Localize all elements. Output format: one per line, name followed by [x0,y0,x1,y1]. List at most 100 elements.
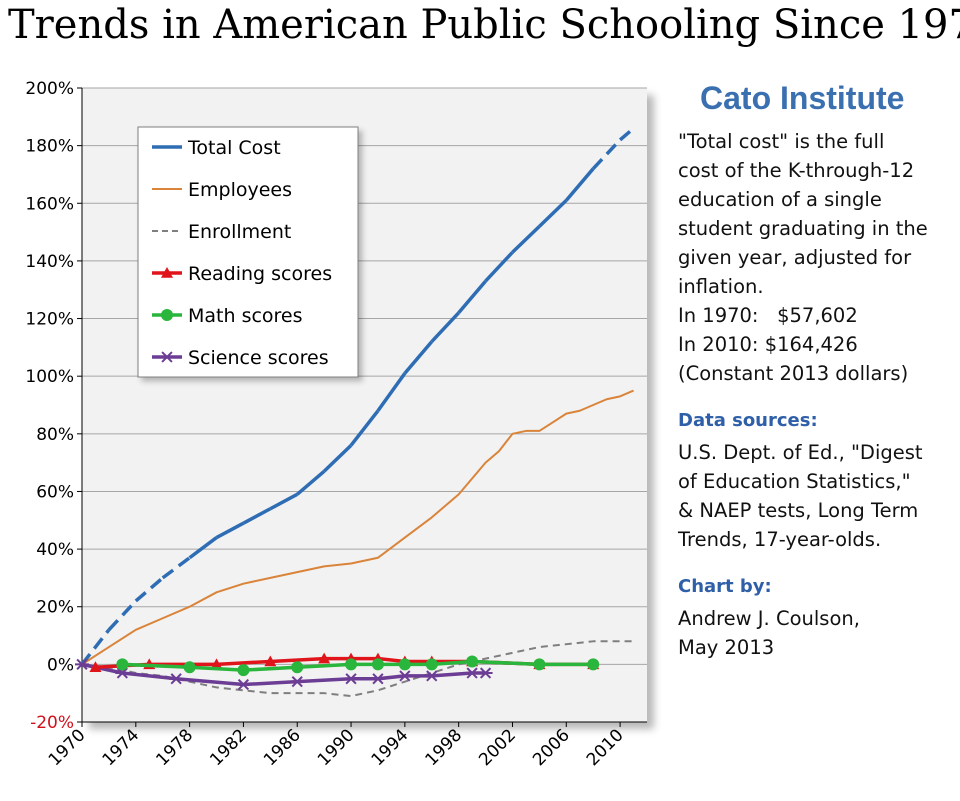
data-point [344,673,359,685]
description-line: given year, adjusted for [678,246,912,269]
series-segment [403,340,434,375]
data-point [398,658,411,671]
y-tick-label: 160% [25,194,74,214]
description: "Total cost" is the full cost of the K-t… [678,127,960,388]
series-segment [564,167,595,202]
data-point [318,652,331,664]
series-segment [349,409,380,447]
series-segment [376,372,407,412]
legend-label: Reading scores [188,263,332,285]
series-segment [242,507,272,525]
legend-label: Enrollment [188,221,291,243]
x-tick-label: 1994 [368,725,413,770]
legend: Total Cost Employees Enrollment Reading sco… [137,126,359,378]
description-line: "Total cost" is the full [678,130,885,153]
data-point [290,676,305,688]
org-name: Cato Institute [700,80,905,116]
legend-box [137,126,359,378]
sources-line: & NAEP tests, Long Term [678,499,919,522]
series-segment [538,199,568,228]
side-panel: Cato Institute "Total cost" is the full … [678,74,960,662]
data-point [424,670,439,682]
credit-line: May 2013 [678,636,775,659]
series-total-cost [80,127,635,666]
series-segment [457,279,487,314]
series-line [81,389,634,666]
sources-line: of Education Statistics," [678,470,911,493]
series-segment [134,576,164,603]
sources-heading: Data sources: [678,410,818,431]
data-point [237,664,250,677]
sources: U.S. Dept. of Ed., "Digest of Education … [678,438,960,554]
data-point [533,658,546,671]
chart-title: Trends in American Public Schooling Sinc… [8,2,960,48]
data-point [161,309,173,321]
data-point [236,678,251,691]
series-segment [80,628,111,666]
y-tick-label: 20% [36,598,74,618]
legend-label: Science scores [188,347,329,369]
x-tick-label: 1982 [206,725,251,770]
data-point [587,658,600,671]
credit-line: Andrew J. Coulson, [678,607,860,630]
series-segment [618,127,635,142]
x-tick-label: 2006 [529,725,574,770]
data-point [465,667,480,679]
legend-label: Total Cost [187,137,281,159]
y-tick-label: -20% [30,713,74,733]
series-segment [107,599,138,631]
data-point [169,673,184,685]
x-tick-label: 1978 [152,725,197,770]
series-segment [511,225,541,254]
x-tick-label: 1974 [99,725,144,770]
series-line [81,640,634,698]
series-layer [75,127,635,698]
data-point [466,655,479,668]
series-segment [188,536,218,560]
series-segment [269,492,299,511]
y-tick-label: 100% [25,367,74,387]
x-tick-label: 2010 [583,725,628,770]
series-segment [161,556,191,580]
data-point [183,661,196,674]
description-line: education of a single [678,188,882,211]
series-segment [296,469,326,496]
description-line: In 2010: $164,426 [678,333,858,356]
x-tick-label: 1986 [260,725,305,770]
y-tick-label: 140% [25,252,74,272]
series-segment [591,138,622,170]
series-enrollment [81,640,634,698]
data-point [210,658,223,670]
data-point [161,267,173,278]
data-point [116,658,129,671]
data-point [345,658,358,671]
data-point [291,661,304,674]
data-point [89,661,102,673]
x-axis: 1970 1974 1978 1982 1986 1990 1994 1998 2002 2006… [45,722,628,770]
data-point [160,351,174,363]
y-tick-label: 80% [36,425,74,445]
data-point [397,670,412,682]
y-tick-label: 60% [36,482,74,502]
x-tick-label: 1998 [421,725,466,770]
sources-line: U.S. Dept. of Ed., "Digest [678,441,923,464]
y-tick-label: 180% [25,137,74,157]
y-tick-label: 40% [36,540,74,560]
series-science-scores [75,658,493,691]
data-point [75,658,89,670]
credit-heading: Chart by: [678,576,772,597]
series-math-scores [116,655,600,677]
data-point [370,673,385,685]
description-line: In 1970: $57,602 [678,304,858,327]
y-tick-label: 0% [47,655,74,675]
description-line: cost of the K-through-12 [678,159,915,182]
description-line: inflation. [678,275,764,298]
data-point [264,655,277,667]
y-tick-label: 120% [25,310,74,330]
data-point [478,667,493,679]
data-point [115,667,130,679]
x-tick-label: 1990 [314,725,359,770]
data-point [371,658,384,671]
y-axis: -20% 0% 20% 40% 60% 80% 100% 120% 140% 160% 180% 20… [25,79,647,733]
data-point [425,658,438,671]
